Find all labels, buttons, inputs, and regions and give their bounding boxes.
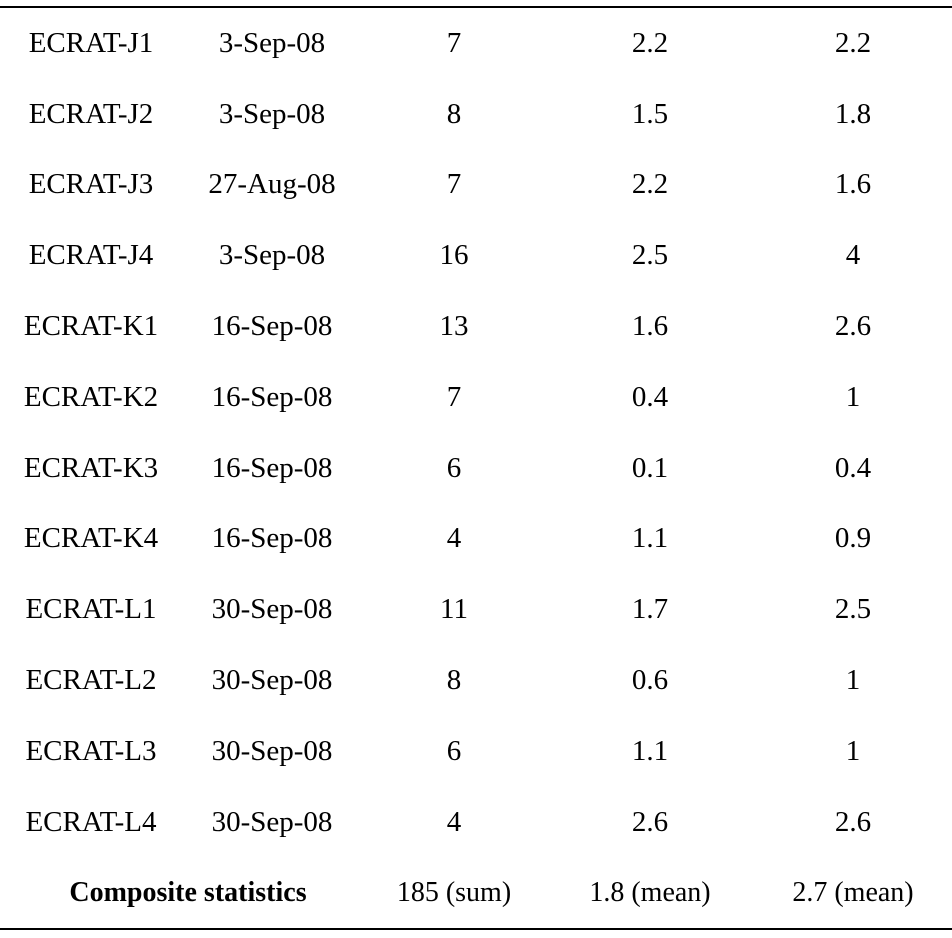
station-id-cell: ECRAT-L1 (25, 593, 157, 626)
mean-a-cell: 1.8 (mean) (589, 876, 711, 908)
table-row: ECRAT-K3 16-Sep-08 6 0.1 0.4 (0, 433, 952, 504)
date-cell: 30-Sep-08 (211, 805, 333, 838)
value-a-cell: 1.1 (631, 734, 669, 767)
count-cell: 8 (446, 97, 462, 130)
count-cell: 4 (446, 522, 462, 555)
value-a-cell: 2.5 (631, 239, 669, 272)
count-cell: 6 (446, 734, 462, 767)
count-cell: 7 (446, 26, 462, 59)
value-a-cell: 1.1 (631, 522, 669, 555)
count-cell: 6 (446, 451, 462, 484)
value-a-cell: 0.6 (631, 664, 669, 697)
composite-statistics-row: Composite statistics 185 (sum) 1.8 (mean… (0, 858, 952, 929)
station-id-cell: ECRAT-J3 (28, 168, 154, 201)
value-a-cell: 1.5 (631, 97, 669, 130)
value-b-cell: 1.8 (834, 97, 872, 130)
composite-statistics-label: Composite statistics (69, 876, 307, 908)
value-b-cell: 1 (845, 664, 861, 697)
value-b-cell: 2.2 (834, 26, 872, 59)
table-row: ECRAT-J2 3-Sep-08 8 1.5 1.8 (0, 79, 952, 150)
sum-cell: 185 (sum) (396, 876, 512, 908)
table-row: ECRAT-J3 27-Aug-08 7 2.2 1.6 (0, 150, 952, 221)
value-a-cell: 2.2 (631, 26, 669, 59)
date-cell: 27-Aug-08 (208, 168, 336, 201)
table-top-rule (0, 6, 952, 8)
date-cell: 30-Sep-08 (211, 664, 333, 697)
date-cell: 3-Sep-08 (218, 97, 326, 130)
count-cell: 13 (439, 310, 469, 343)
date-cell: 16-Sep-08 (211, 310, 333, 343)
value-b-cell: 0.4 (834, 451, 872, 484)
table-row: ECRAT-K1 16-Sep-08 13 1.6 2.6 (0, 291, 952, 362)
station-id-cell: ECRAT-L4 (25, 805, 157, 838)
value-b-cell: 2.5 (834, 593, 872, 626)
table-row: ECRAT-K4 16-Sep-08 4 1.1 0.9 (0, 504, 952, 575)
date-cell: 16-Sep-08 (211, 451, 333, 484)
table-row: ECRAT-L1 30-Sep-08 11 1.7 2.5 (0, 574, 952, 645)
date-cell: 30-Sep-08 (211, 734, 333, 767)
station-id-cell: ECRAT-K1 (23, 310, 159, 343)
date-cell: 3-Sep-08 (218, 26, 326, 59)
table-row: ECRAT-K2 16-Sep-08 7 0.4 1 (0, 362, 952, 433)
date-cell: 3-Sep-08 (218, 239, 326, 272)
value-b-cell: 2.6 (834, 805, 872, 838)
station-id-cell: ECRAT-K2 (23, 380, 159, 413)
station-id-cell: ECRAT-L3 (25, 734, 157, 767)
mean-b-cell: 2.7 (mean) (792, 876, 914, 908)
station-id-cell: ECRAT-J2 (28, 97, 154, 130)
table-bottom-rule (0, 928, 952, 930)
date-cell: 16-Sep-08 (211, 522, 333, 555)
value-a-cell: 0.4 (631, 380, 669, 413)
count-cell: 8 (446, 664, 462, 697)
value-a-cell: 2.6 (631, 805, 669, 838)
value-a-cell: 2.2 (631, 168, 669, 201)
value-b-cell: 0.9 (834, 522, 872, 555)
value-b-cell: 2.6 (834, 310, 872, 343)
table-row: ECRAT-J1 3-Sep-08 7 2.2 2.2 (0, 8, 952, 79)
value-b-cell: 1 (845, 380, 861, 413)
station-id-cell: ECRAT-K4 (23, 522, 159, 555)
date-cell: 16-Sep-08 (211, 380, 333, 413)
value-b-cell: 4 (845, 239, 861, 272)
value-b-cell: 1 (845, 734, 861, 767)
table-row: ECRAT-L4 30-Sep-08 4 2.6 2.6 (0, 787, 952, 858)
value-a-cell: 1.6 (631, 310, 669, 343)
table-row: ECRAT-L2 30-Sep-08 8 0.6 1 (0, 645, 952, 716)
value-b-cell: 1.6 (834, 168, 872, 201)
station-id-cell: ECRAT-J1 (28, 26, 154, 59)
station-id-cell: ECRAT-L2 (25, 664, 157, 697)
count-cell: 16 (439, 239, 469, 272)
station-id-cell: ECRAT-J4 (28, 239, 154, 272)
data-table: ECRAT-J1 3-Sep-08 7 2.2 2.2 ECRAT-J2 3-S… (0, 8, 952, 928)
table-row: ECRAT-J4 3-Sep-08 16 2.5 4 (0, 220, 952, 291)
date-cell: 30-Sep-08 (211, 593, 333, 626)
value-a-cell: 1.7 (631, 593, 669, 626)
station-id-cell: ECRAT-K3 (23, 451, 159, 484)
count-cell: 7 (446, 168, 462, 201)
count-cell: 7 (446, 380, 462, 413)
table-row: ECRAT-L3 30-Sep-08 6 1.1 1 (0, 716, 952, 787)
count-cell: 11 (440, 593, 468, 626)
value-a-cell: 0.1 (631, 451, 669, 484)
count-cell: 4 (446, 805, 462, 838)
